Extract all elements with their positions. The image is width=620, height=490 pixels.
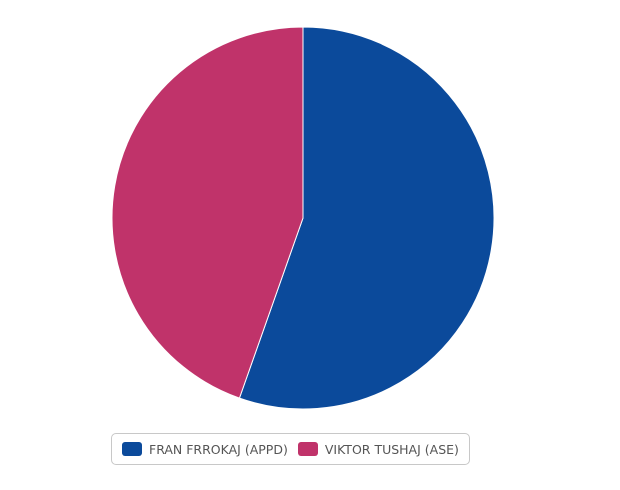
legend-item-0[interactable]: FRAN FRROKAJ (APPD) <box>122 442 288 457</box>
legend-swatch-0 <box>122 442 142 456</box>
pie-slice-1[interactable] <box>111 26 304 399</box>
pie-chart <box>111 26 495 410</box>
legend-label-0: FRAN FRROKAJ (APPD) <box>149 441 288 457</box>
legend-label-1: VIKTOR TUSHAJ (ASE) <box>324 441 459 457</box>
legend-item-1[interactable]: VIKTOR TUSHAJ (ASE) <box>297 441 459 457</box>
legend: FRAN FRROKAJ (APPD) VIKTOR TUSHAJ (ASE) <box>111 433 470 465</box>
legend-swatch-1 <box>297 442 318 456</box>
